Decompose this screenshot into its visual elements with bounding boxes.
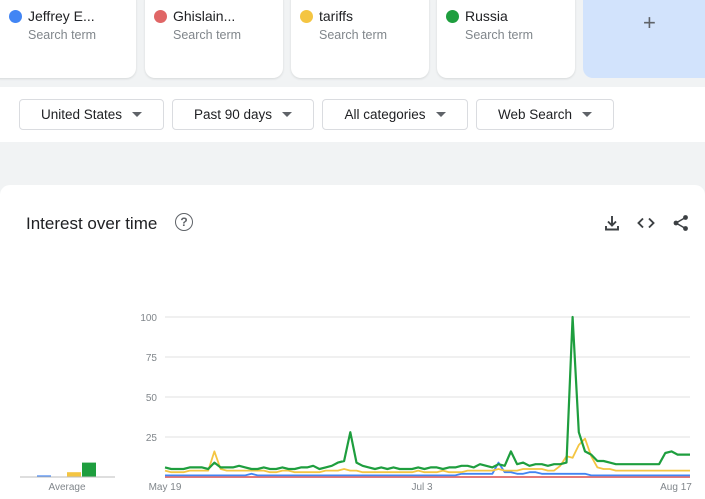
- term-card-4[interactable]: Russia Search term: [437, 0, 575, 78]
- time-filter[interactable]: Past 90 days: [172, 99, 314, 130]
- term-4-color-dot: [446, 10, 459, 23]
- share-icon[interactable]: [671, 213, 691, 233]
- term-1-subtitle: Search term: [28, 28, 97, 42]
- term-card-3[interactable]: tariffs Search term: [291, 0, 429, 78]
- search-type-filter[interactable]: Web Search: [476, 99, 614, 130]
- category-filter-label: All categories: [344, 107, 426, 122]
- term-card-2[interactable]: Ghislain... Search term: [145, 0, 283, 78]
- series-line-2: [165, 461, 690, 477]
- term-4-subtitle: Search term: [465, 28, 534, 42]
- filter-bar: United States Past 90 days All categorie…: [0, 87, 705, 142]
- term-2-subtitle: Search term: [173, 28, 242, 42]
- term-1-name: Jeffrey E...: [28, 8, 95, 24]
- help-icon[interactable]: ?: [175, 213, 193, 231]
- caret-down-icon: [582, 112, 593, 117]
- category-filter[interactable]: All categories: [322, 99, 468, 130]
- term-2-color-dot: [154, 10, 167, 23]
- series-line-1: [164, 437, 690, 474]
- embed-code-icon[interactable]: [636, 213, 656, 233]
- term-card-1[interactable]: Jeffrey E... Search term: [0, 0, 136, 78]
- term-3-name: tariffs: [319, 8, 353, 24]
- x-tick-label-2: Aug 17: [660, 482, 692, 493]
- interest-chart: 25 50 75 100 May 19 Jul 3 Aug 17 Average: [20, 313, 692, 493]
- average-bar-0: [37, 475, 51, 477]
- term-4-name: Russia: [465, 8, 508, 24]
- interest-over-time-panel: Interest over time ? 25 50 75 100 May 19 Jul …: [0, 185, 705, 499]
- term-3-subtitle: Search term: [319, 28, 388, 42]
- x-tick-label-1: Jul 3: [411, 482, 433, 493]
- panel-title: Interest over time: [26, 214, 158, 233]
- caret-down-icon: [435, 112, 446, 117]
- download-icon[interactable]: [602, 213, 622, 233]
- series-line-0: [164, 315, 690, 471]
- caret-down-icon: [282, 112, 293, 117]
- y-tick-label-25: 25: [146, 433, 158, 444]
- y-tick-label-50: 50: [146, 393, 158, 404]
- plus-icon: +: [643, 10, 656, 35]
- search-type-filter-label: Web Search: [497, 107, 573, 122]
- average-label: Average: [48, 482, 86, 493]
- x-tick-label-0: May 19: [149, 482, 182, 493]
- add-term-button[interactable]: +: [583, 0, 705, 78]
- average-bar-2: [67, 472, 81, 477]
- region-filter[interactable]: United States: [19, 99, 164, 130]
- average-bar-3: [82, 462, 96, 477]
- term-3-color-dot: [300, 10, 313, 23]
- term-2-name: Ghislain...: [173, 8, 236, 24]
- region-filter-label: United States: [40, 107, 123, 122]
- term-1-color-dot: [9, 10, 22, 23]
- y-tick-label-100: 100: [140, 313, 157, 324]
- y-tick-label-75: 75: [146, 353, 158, 364]
- time-filter-label: Past 90 days: [193, 107, 273, 122]
- caret-down-icon: [132, 112, 143, 117]
